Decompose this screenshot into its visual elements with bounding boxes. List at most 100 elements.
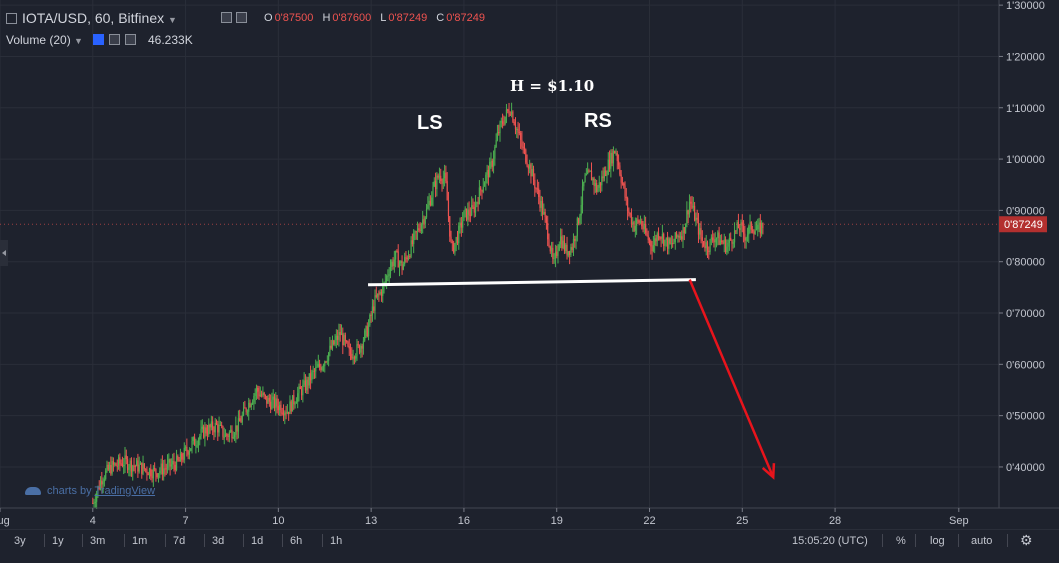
candle-body [642,226,644,230]
candle-body [700,228,702,238]
candle-body [219,424,221,426]
toolbar-separator [82,534,83,547]
candle-body [195,445,197,447]
candle-body [254,393,256,396]
candle-body [606,174,608,177]
neckline [368,278,696,287]
range-button-7d[interactable]: 7d [173,535,186,547]
range-button-1y[interactable]: 1y [52,535,64,547]
candle-body [173,460,175,465]
candle-body [727,242,729,247]
time-axis[interactable]: Aug 4 7 10 13 16 19 22 25 28 Sep [0,508,969,527]
candle-body [665,237,667,240]
candle-body [659,237,661,239]
candle-body [423,219,425,224]
percent-scale-toggle[interactable]: % [896,535,906,547]
close-icon[interactable] [125,34,136,45]
eye-icon[interactable] [93,34,104,45]
candle-body [561,236,563,249]
tradingview-watermark[interactable]: charts by TradingView [25,485,155,497]
candle-body [267,397,269,404]
candle-body [520,132,522,140]
candle-body [589,170,591,172]
candle-body [598,182,600,188]
candle-body [395,250,397,260]
candle-body [137,460,139,472]
candle-body [648,239,651,241]
eye-icon[interactable] [221,12,232,23]
candle-body [599,182,602,186]
range-button-6h[interactable]: 6h [290,535,303,547]
range-button-1h[interactable]: 1h [330,535,343,547]
candle-body [755,229,758,231]
candle-body [522,146,524,148]
gear-icon[interactable]: ⚙ [1020,532,1033,548]
symbol-title[interactable]: IOTA/USD, 60, Bitfinex ▼ [22,10,177,26]
candle-body [682,227,684,240]
candle-body [396,250,398,252]
candle-body [258,391,260,397]
y-tick-label: 1'20000 [1006,51,1045,63]
candle-body [218,425,220,433]
range-button-3y[interactable]: 3y [14,535,26,547]
candle-body [245,408,247,412]
candle-body [625,197,627,199]
candle-body [335,335,337,341]
candle-body [670,243,673,245]
collapse-legend-icon[interactable] [6,13,17,24]
candle-body [373,306,375,311]
gear-icon[interactable] [236,12,247,23]
candle-body [550,247,553,252]
candle-body [318,363,321,368]
candle-body [678,235,680,238]
candle-body [273,396,276,408]
candle-body [565,244,567,252]
candle-body [723,239,725,244]
price-axis[interactable]: 1'30000 1'20000 1'10000 1'00000 0'90000 0'800… [999,0,1047,474]
gear-icon[interactable] [109,34,120,45]
range-button-1m[interactable]: 1m [132,535,148,547]
candle-body [384,281,386,283]
high-value: 0'87600 [332,12,372,24]
range-button-3m[interactable]: 3m [90,535,106,547]
candle-body [200,428,202,436]
range-button-1d[interactable]: 1d [251,535,264,547]
candle-body [111,461,113,474]
candle-body [583,181,585,187]
candle-body [690,201,692,204]
candle-body [163,468,165,475]
utc-clock[interactable]: 15:05:20 (UTC) [792,535,868,547]
candle-body [460,222,462,228]
candle-body [482,186,484,192]
candle-body [416,228,419,232]
close-value: 0'87249 [446,12,486,24]
drawings [0,223,999,480]
candle-body [750,222,752,230]
log-scale-toggle[interactable]: log [930,535,945,547]
candle-body [277,406,279,411]
candle-body [320,367,322,371]
candle-body [758,222,760,225]
candle-body [141,462,143,474]
candle-body [146,469,148,474]
candle-body [465,208,468,220]
range-button-3d[interactable]: 3d [212,535,225,547]
candle-body [749,222,751,227]
candle-body [541,200,544,215]
candle-body [239,418,241,422]
candle-body [237,418,240,432]
candle-body [585,174,587,176]
candle-body [713,240,715,243]
candle-body [567,251,569,256]
candle-body [150,468,152,477]
candle-body [208,424,210,435]
volume-indicator[interactable]: Volume (20) ▼ [6,33,83,47]
candle-body [593,178,595,187]
candle-body [489,161,491,178]
candle-body [728,237,731,243]
projection-arrow [688,279,775,478]
auto-scale-toggle[interactable]: auto [971,535,993,547]
candle-body [201,426,203,429]
candle-body [209,424,211,428]
